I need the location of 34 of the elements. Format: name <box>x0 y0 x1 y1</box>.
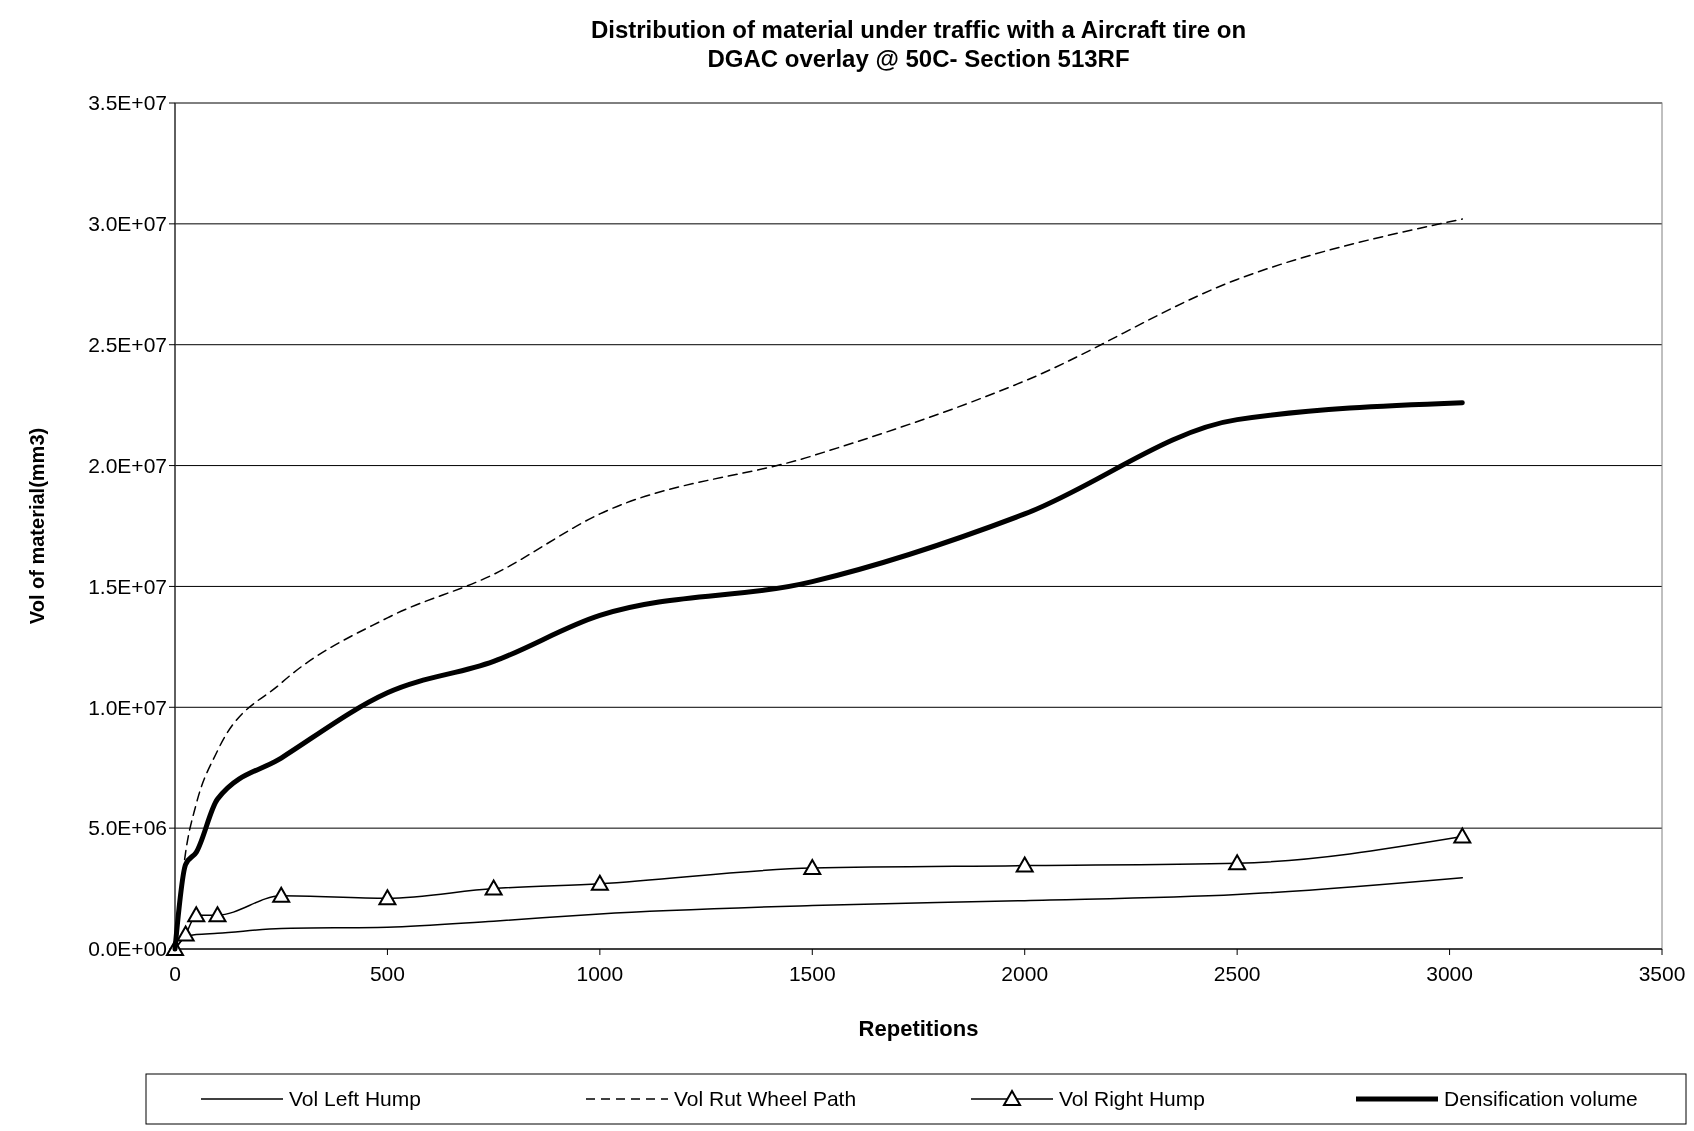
x-tick-label: 500 <box>369 962 405 985</box>
y-tick-label: 2.5E+07 <box>88 333 167 357</box>
point <box>1453 827 1472 844</box>
y-axis-title: Vol of material(mm3) <box>26 427 48 625</box>
x-tick-label: 2500 <box>1213 962 1261 985</box>
x-axis-title: Repetitions <box>858 1016 979 1041</box>
point <box>378 889 397 906</box>
x-tick-label: 2000 <box>1001 962 1049 985</box>
y-tick-label: 1.5E+07 <box>88 574 167 598</box>
y-tick-label: 3.5E+07 <box>88 91 167 115</box>
x-tick-label: 1500 <box>788 962 836 985</box>
point <box>590 874 609 891</box>
point <box>803 859 822 876</box>
x-tick-label: 3000 <box>1426 962 1473 985</box>
point <box>484 879 503 896</box>
point <box>187 906 206 923</box>
x-tick-label: 0 <box>169 962 181 985</box>
point <box>176 925 195 942</box>
chart-title: Distribution of material under traffic with a Aircraft tire on DGAC overlay @ 50C- Section 513RF <box>590 16 1247 72</box>
point <box>1228 854 1247 871</box>
point <box>272 886 291 903</box>
point <box>1015 856 1034 873</box>
legend-label: Vol Left Hump <box>289 1087 421 1111</box>
y-tick-label: 3.0E+07 <box>88 212 167 236</box>
y-tick-label: 5.0E+06 <box>88 816 167 840</box>
point <box>208 906 227 923</box>
legend-label: Vol Rut Wheel Path <box>674 1087 857 1111</box>
y-tick-label: 0.0E+00 <box>88 937 167 961</box>
y-tick-label: 2.0E+07 <box>88 453 167 477</box>
y-tick-label: 1.0E+07 <box>88 695 167 719</box>
legend-label: Densification volume <box>1444 1087 1638 1111</box>
x-tick-label: 3500 <box>1638 962 1686 985</box>
legend-label: Vol Right Hump <box>1059 1087 1205 1111</box>
x-tick-label: 1000 <box>576 962 624 985</box>
